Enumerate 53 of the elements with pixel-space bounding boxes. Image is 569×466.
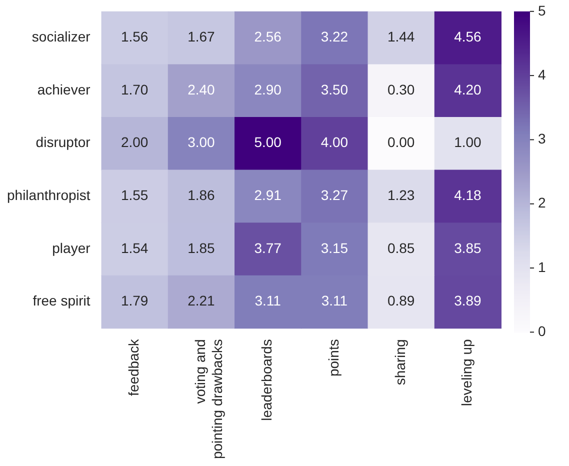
y-tick-label: socializer xyxy=(32,28,91,45)
color-bar-label: 2 xyxy=(538,194,546,211)
x-tick-label: leveling up xyxy=(458,338,475,406)
color-bar-label: 5 xyxy=(538,2,546,18)
data-label: 4.56 xyxy=(454,28,482,45)
data-label: 2.56 xyxy=(254,28,282,45)
data-label: 1.54 xyxy=(120,240,148,256)
x-tick-label: leaderboards xyxy=(258,339,275,421)
y-tick-label: philanthropist xyxy=(6,187,90,204)
data-label: 0.85 xyxy=(387,240,415,256)
color-bar-label: 1 xyxy=(538,258,546,275)
color-bar-label: 4 xyxy=(538,66,546,82)
data-label: 1.70 xyxy=(120,81,148,98)
x-tick-label: points xyxy=(325,339,342,377)
data-label: 3.22 xyxy=(320,28,348,45)
color-bar-label: 0 xyxy=(538,323,546,340)
y-tick-label: player xyxy=(52,240,91,256)
data-label: 1.00 xyxy=(454,134,482,150)
data-label: 1.55 xyxy=(120,187,148,204)
data-label: 3.89 xyxy=(454,292,482,309)
data-label: 1.56 xyxy=(120,28,148,45)
data-label: 4.00 xyxy=(320,134,348,150)
data-label: 3.11 xyxy=(254,292,282,309)
data-label: 0.30 xyxy=(387,81,415,98)
data-label: 3.00 xyxy=(188,134,216,150)
data-label: 1.79 xyxy=(120,292,148,309)
data-label: 3.27 xyxy=(320,187,348,204)
data-label: 1.85 xyxy=(188,240,216,256)
x-tick-label: feedback xyxy=(125,338,142,396)
data-label: 3.77 xyxy=(254,240,282,256)
y-tick-label: disruptor xyxy=(36,134,91,150)
data-label: 2.91 xyxy=(254,187,282,204)
y-tick-label: free spirit xyxy=(32,292,90,309)
data-label: 2.90 xyxy=(254,81,282,98)
data-label: 3.50 xyxy=(320,81,348,98)
data-label: 0.89 xyxy=(387,292,415,309)
data-label: 0.00 xyxy=(387,134,415,150)
x-tick-label: sharing xyxy=(392,339,408,386)
color-bar-label: 3 xyxy=(538,130,546,147)
data-label: 2.00 xyxy=(120,134,148,150)
data-label: 3.15 xyxy=(320,240,348,256)
data-label: 4.20 xyxy=(454,81,482,98)
data-label: 5.00 xyxy=(254,134,282,150)
data-label: 3.11 xyxy=(321,292,348,309)
y-tick-label: achiever xyxy=(37,81,91,98)
data-label: 1.44 xyxy=(387,28,415,45)
data-label: 1.86 xyxy=(188,187,216,204)
data-label: 2.21 xyxy=(188,292,216,309)
data-label: 2.40 xyxy=(188,81,216,98)
data-label: 3.85 xyxy=(454,240,482,256)
data-label: 4.18 xyxy=(454,187,482,204)
data-label: 1.23 xyxy=(387,187,415,204)
data-label: 1.67 xyxy=(188,28,216,45)
